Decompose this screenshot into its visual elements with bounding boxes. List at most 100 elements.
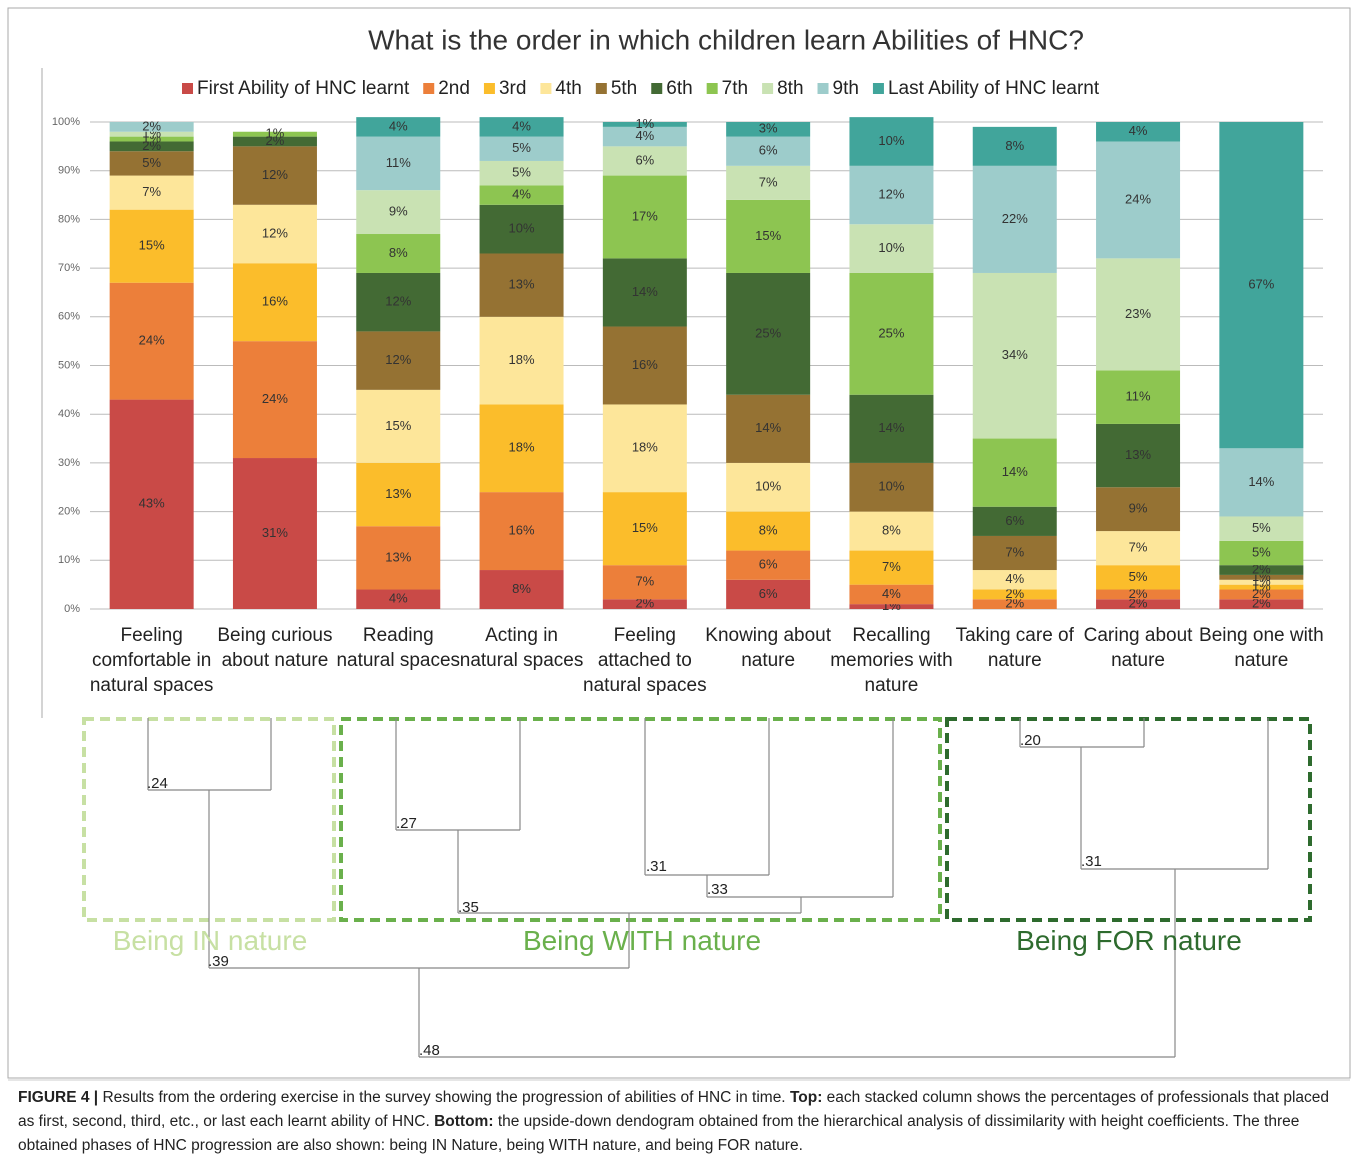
- frame: [7, 7, 1351, 1079]
- bar-segment: [1096, 565, 1181, 590]
- value-label: 6%: [759, 143, 778, 158]
- value-label: 10%: [878, 240, 904, 255]
- bar-segment: [849, 224, 934, 273]
- bar-segment: [479, 570, 564, 609]
- value-label: 10%: [509, 221, 535, 236]
- bar-segment: [849, 165, 934, 225]
- value-label: 12%: [262, 167, 288, 182]
- caption-text: each stacked column shows the percentage…: [18, 1089, 1329, 1130]
- value-label: 4%: [389, 118, 408, 133]
- height-label: .33: [707, 881, 728, 898]
- value-label: 2%: [1005, 596, 1024, 611]
- dendrogram: .24 .27 .31 .33 .35 .39 .20 .31 .48 Bein…: [82, 717, 1312, 1059]
- bar-segment: [1219, 516, 1304, 541]
- bar-segment: [726, 579, 811, 609]
- y-tick-label: 0%: [64, 603, 80, 615]
- value-label: 23%: [1125, 306, 1151, 321]
- bar-segment: [602, 258, 687, 327]
- bar-segment: [602, 404, 687, 493]
- height-label: .24: [147, 775, 168, 792]
- bar-segment: [1219, 584, 1304, 590]
- height-label: .39: [208, 953, 229, 970]
- bar-segment: [972, 165, 1057, 273]
- value-label: 5%: [512, 165, 531, 180]
- legend-swatch: [872, 83, 884, 94]
- bar-segment: [232, 341, 317, 459]
- height-label: .35: [458, 899, 479, 916]
- value-label: 2%: [1005, 586, 1024, 601]
- bar-segment: [849, 462, 934, 512]
- height-label: .31: [1081, 853, 1102, 870]
- y-tick-label: 80%: [58, 213, 80, 225]
- bar-segment: [972, 535, 1057, 571]
- bar-segment: [356, 234, 441, 273]
- bar-segment: [602, 326, 687, 405]
- bar-segment: [479, 492, 564, 571]
- value-label: 8%: [1005, 138, 1024, 153]
- value-label: 4%: [882, 586, 901, 601]
- legend-swatch: [706, 83, 718, 94]
- bar-segment: [726, 122, 811, 137]
- bar-segment: [356, 136, 441, 191]
- x-tick-label: Being one with nature: [1199, 625, 1324, 671]
- group-box: [945, 717, 1312, 922]
- legend-label: 9th: [833, 78, 859, 99]
- bar-segment: [602, 122, 687, 127]
- bar-segment: [356, 272, 441, 332]
- value-label: 2%: [142, 118, 161, 133]
- legend-swatch: [817, 83, 829, 94]
- value-label: 10%: [755, 479, 781, 494]
- value-label: 15%: [755, 228, 781, 243]
- bar-segment: [109, 151, 194, 176]
- bar-segment: [849, 604, 934, 609]
- value-label: 2%: [142, 138, 161, 153]
- group-box: [339, 717, 942, 922]
- x-tick-label: Acting in natural spaces: [459, 625, 584, 671]
- value-label: 24%: [1125, 191, 1151, 206]
- value-label: 11%: [386, 155, 411, 170]
- bar-segment: [1096, 423, 1181, 488]
- bar-segment: [1219, 540, 1304, 566]
- value-label: 8%: [882, 523, 901, 538]
- value-label: 7%: [142, 184, 161, 199]
- bar-segment: [1096, 122, 1181, 142]
- bar-segment: [726, 511, 811, 551]
- bar-segment: [109, 122, 194, 132]
- bar-segment: [109, 175, 194, 210]
- value-label: 15%: [139, 238, 165, 253]
- bar-segment: [726, 550, 811, 580]
- bar-segment: [972, 599, 1057, 609]
- value-label: 12%: [385, 352, 411, 367]
- bar-segment: [849, 511, 934, 551]
- bar-segment: [109, 131, 194, 137]
- y-tick-label: 30%: [58, 457, 80, 469]
- bar-segment: [1219, 574, 1304, 580]
- value-label: 5%: [1129, 569, 1148, 584]
- value-label: 14%: [632, 284, 658, 299]
- bar-segment: [232, 458, 317, 609]
- x-tick-label: Feeling attached to natural spaces: [583, 625, 707, 696]
- bar-segment: [1096, 487, 1181, 532]
- value-label: 15%: [385, 418, 411, 433]
- legend-label: Last Ability of HNC learnt: [888, 78, 1100, 99]
- value-label: 5%: [142, 155, 161, 170]
- value-label: 67%: [1248, 277, 1274, 292]
- value-label: 6%: [759, 557, 778, 572]
- legend-label: 3rd: [499, 78, 526, 99]
- value-label: 2%: [1252, 586, 1271, 601]
- value-label: 14%: [1002, 464, 1028, 479]
- legend-label: 6th: [666, 78, 692, 99]
- caption-bold: Top:: [789, 1089, 823, 1106]
- value-label: 18%: [632, 440, 658, 455]
- bar-segment: [1096, 531, 1181, 566]
- y-tick-label: 50%: [58, 359, 80, 371]
- bar-segment: [972, 272, 1057, 439]
- legend-swatch: [423, 83, 435, 94]
- value-label: 13%: [1125, 447, 1151, 462]
- value-label: 9%: [1129, 501, 1148, 516]
- group-label: Being FOR nature: [1016, 925, 1242, 956]
- legend-label: First Ability of HNC learnt: [197, 78, 410, 99]
- y-tick-label: 20%: [58, 506, 80, 518]
- bar-segment: [109, 282, 194, 400]
